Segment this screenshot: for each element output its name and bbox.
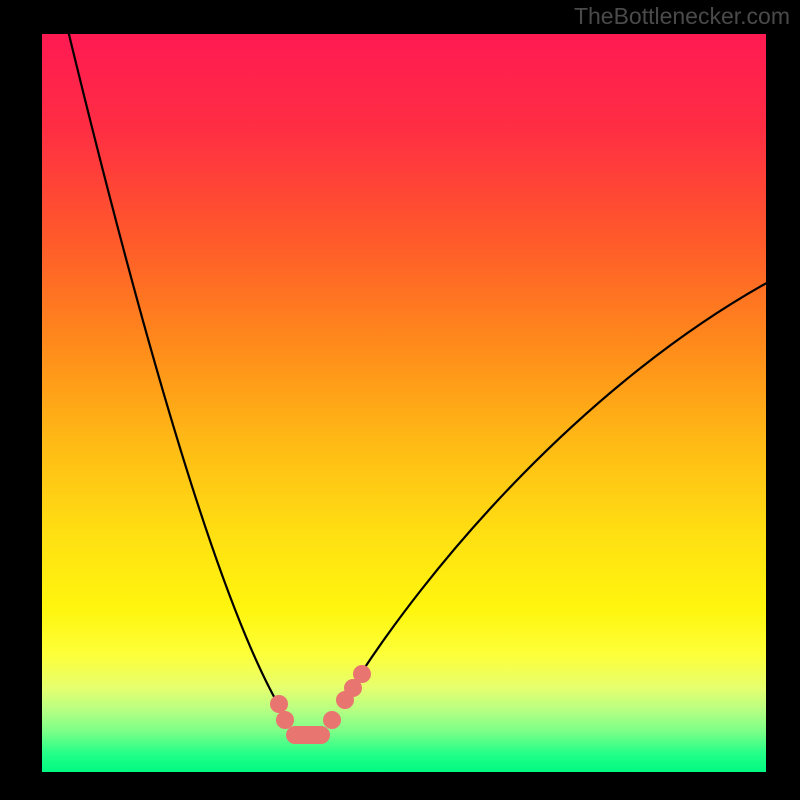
- watermark-text: TheBottlenecker.com: [574, 3, 790, 30]
- marker-dot: [324, 712, 341, 729]
- chart-stage: TheBottlenecker.com: [0, 0, 800, 800]
- frame-bottom: [0, 772, 800, 800]
- chart-svg: [0, 0, 800, 800]
- frame-left: [0, 0, 42, 800]
- marker-dot: [277, 712, 294, 729]
- frame-right: [766, 0, 800, 800]
- marker-dot: [354, 666, 371, 683]
- gradient-background: [42, 34, 766, 772]
- marker-base: [286, 726, 330, 744]
- marker-dot: [271, 696, 288, 713]
